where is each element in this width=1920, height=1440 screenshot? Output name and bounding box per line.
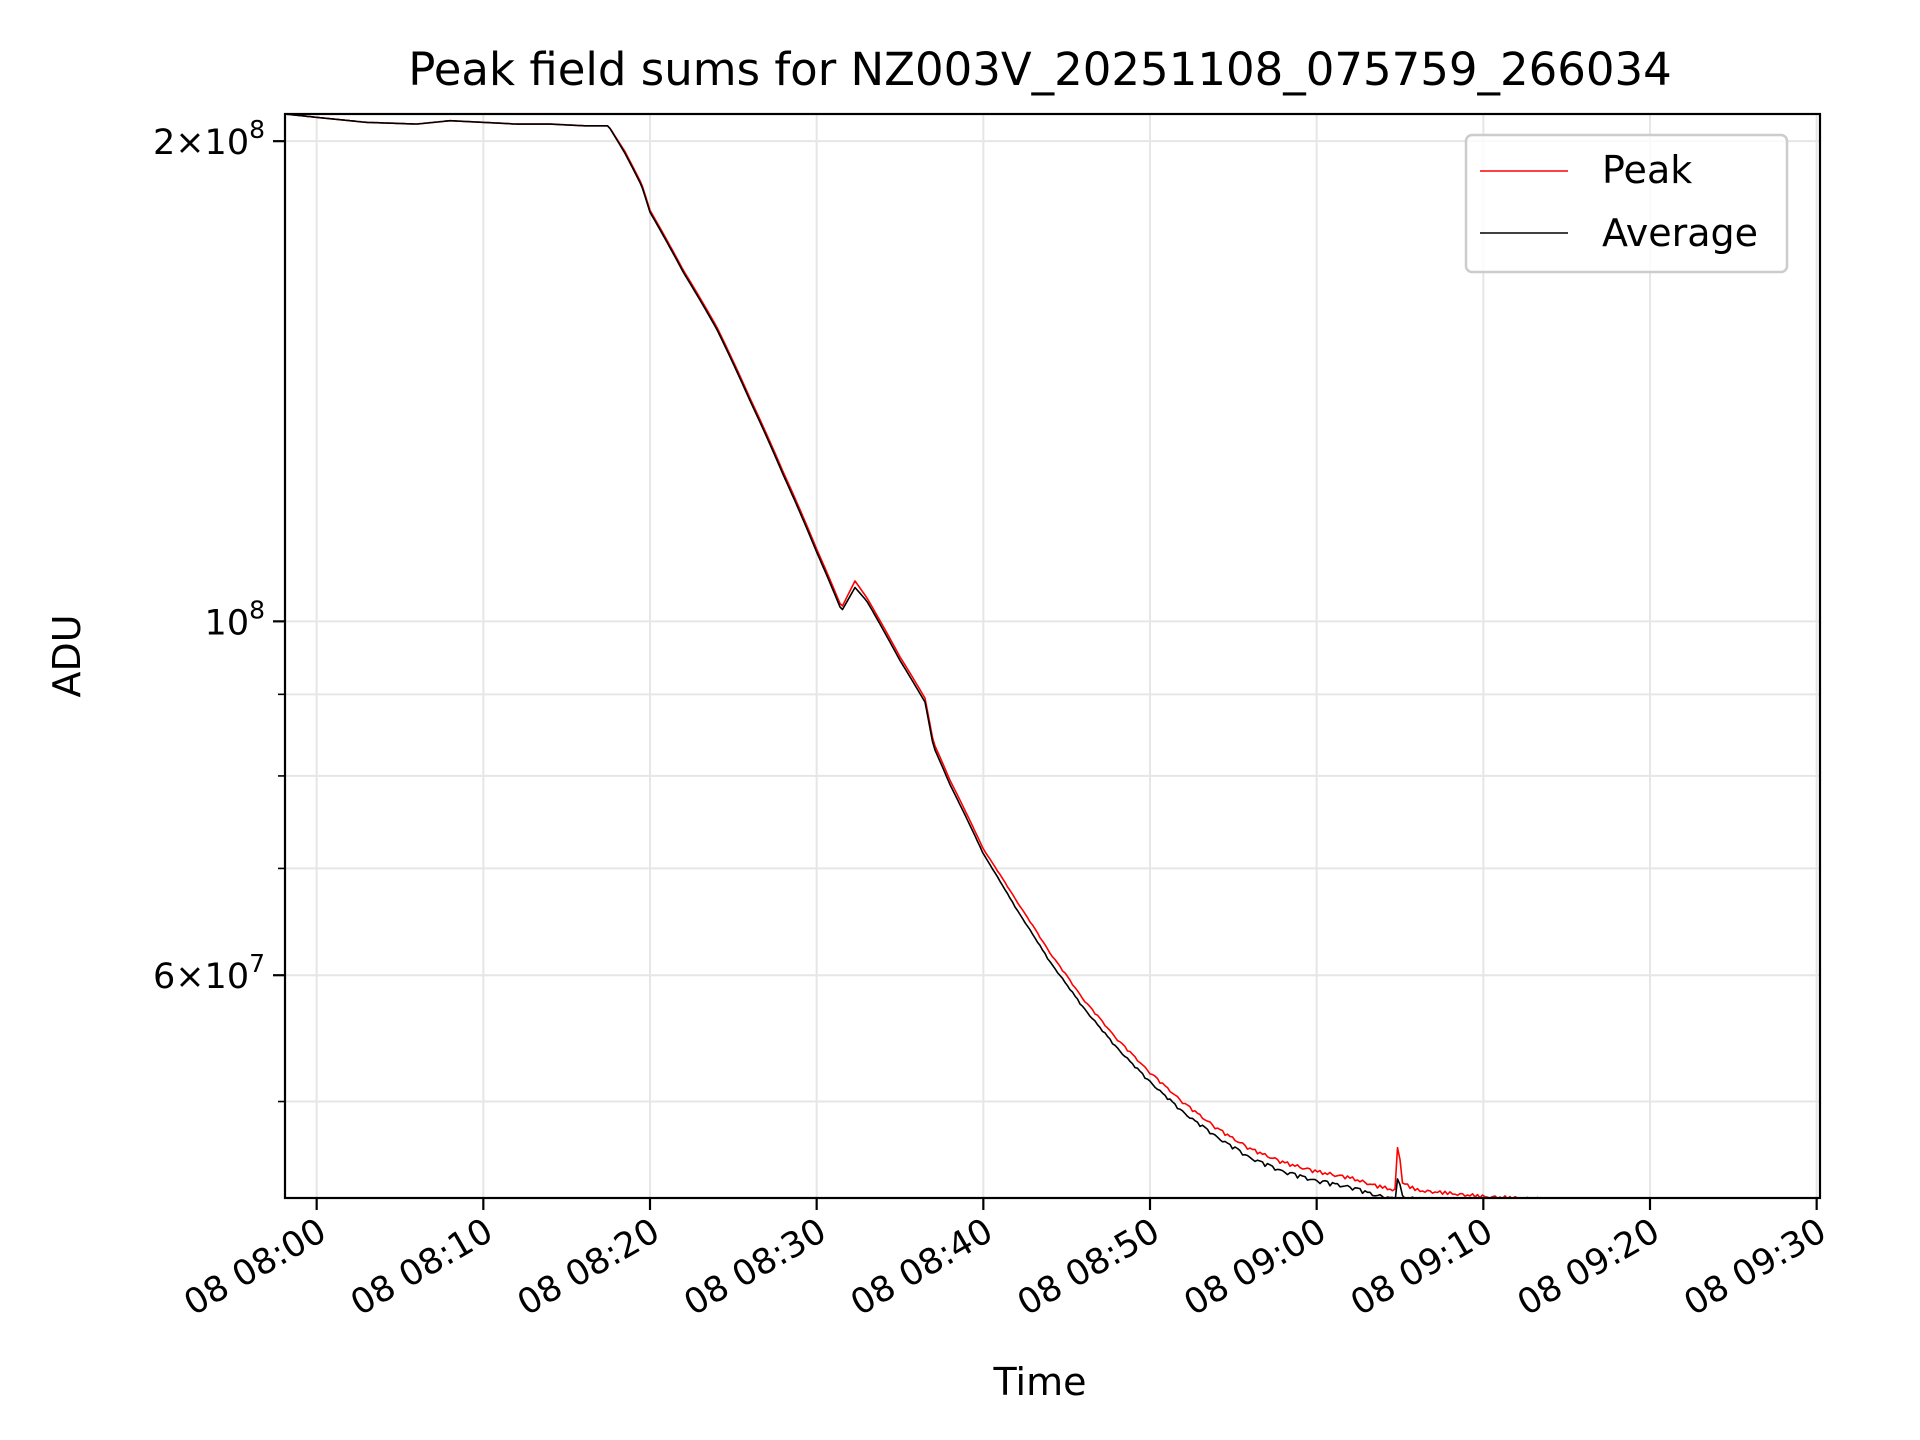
plot-frame [283, 112, 1822, 1200]
y-tick-label: 6×107 [153, 949, 265, 997]
y-axis: 2×108 108 6×107 [153, 115, 285, 1103]
legend-label-average: Average [1602, 211, 1758, 255]
x-axis-label: Time [993, 1360, 1087, 1404]
legend: Peak Average [1464, 133, 1789, 274]
series-line-average [285, 114, 1416, 1198]
legend-box [1464, 133, 1789, 274]
chart-title: Peak field sums for NZ003V_20251108_0757… [408, 43, 1672, 96]
y-tick-label: 108 [205, 595, 265, 643]
plot-series-group [285, 114, 1571, 1198]
y-axis-label: ADU [45, 614, 89, 697]
y-tick-label: 2×108 [153, 115, 265, 163]
legend-label-peak: Peak [1602, 148, 1692, 192]
